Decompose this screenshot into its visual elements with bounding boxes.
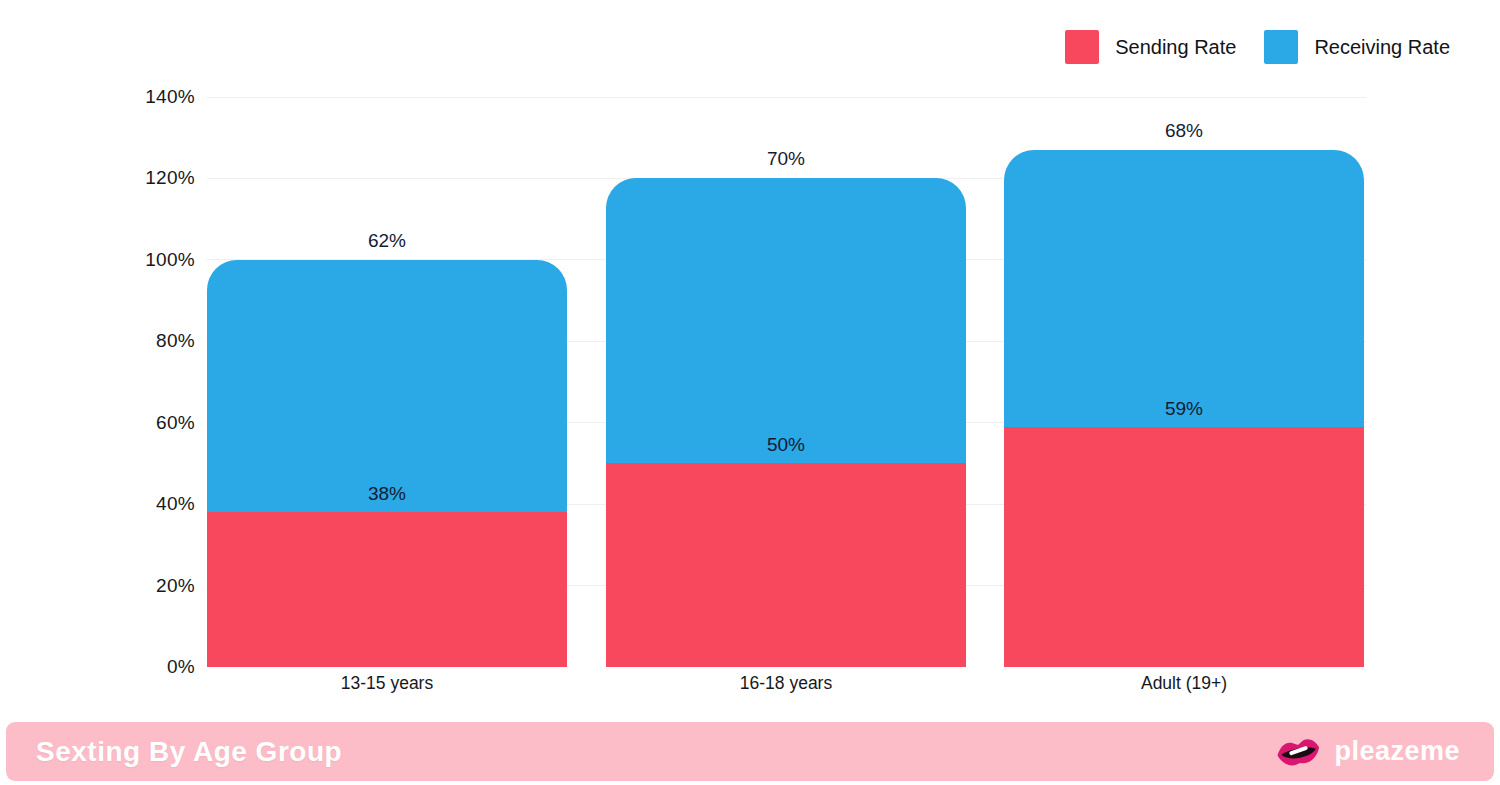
value-label-receiving: 62% <box>207 229 567 253</box>
y-axis-tick-label: 40% <box>105 492 195 516</box>
brand-wordmark: pleazeme <box>1334 736 1460 767</box>
x-axis-category-label: 13-15 years <box>207 672 567 694</box>
value-label-sending: 50% <box>606 433 966 457</box>
lips-icon <box>1272 730 1326 774</box>
value-label-receiving: 70% <box>606 147 966 171</box>
value-label-receiving: 68% <box>1004 119 1364 143</box>
chart-title: Sexting By Age Group <box>36 736 342 768</box>
brand-logo: pleazeme <box>1274 734 1460 770</box>
stacked-bar-chart: 0% 20% 40% 60% 80% 100% 120% 140% 38% 62% 13-15 ye… <box>0 0 1500 785</box>
bar-segment-sending <box>606 463 966 667</box>
infographic-canvas: Sending RateReceiving Rate 0%20%40%60%80… <box>0 0 1500 785</box>
footer-bar: Sexting By Age Group pleazeme <box>6 722 1494 781</box>
y-axis-tick-label: 80% <box>105 329 195 353</box>
x-axis-category-label: Adult (19+) <box>1004 672 1364 694</box>
y-axis-tick-label: 60% <box>105 411 195 435</box>
value-label-sending: 38% <box>207 482 567 506</box>
y-axis-tick-label: 120% <box>105 166 195 190</box>
bar-segment-sending <box>1004 427 1364 667</box>
value-label-sending: 59% <box>1004 397 1364 421</box>
y-axis-tick-label: 140% <box>105 85 195 109</box>
y-axis-tick-label: 0% <box>105 655 195 679</box>
y-axis-tick-label: 100% <box>105 248 195 272</box>
bar-segment-sending <box>207 512 567 667</box>
gridline <box>207 97 1366 98</box>
x-axis-category-label: 16-18 years <box>606 672 966 694</box>
y-axis-tick-label: 20% <box>105 574 195 598</box>
